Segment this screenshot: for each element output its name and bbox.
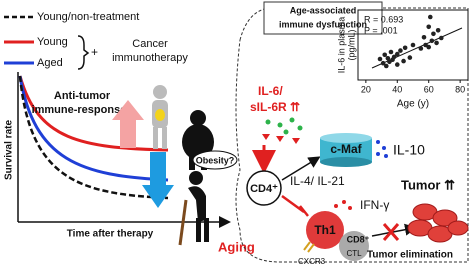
aging-label: Aging: [218, 239, 255, 254]
il10-label: IL-10: [393, 142, 425, 158]
annotation: immune-responses: [32, 104, 133, 116]
x-label: Age (y): [397, 99, 429, 110]
receptor: [303, 241, 315, 253]
point: [391, 54, 397, 60]
treatment-label: immunotherapy: [112, 52, 188, 64]
block: [382, 223, 400, 241]
point: [402, 45, 408, 51]
regression-line: [371, 27, 463, 69]
point: [382, 52, 388, 58]
brace: [77, 35, 90, 70]
x-tick-label: 80: [455, 84, 465, 94]
cd8-label: CD8⁺: [347, 234, 370, 244]
annotation: Anti-tumor: [54, 90, 111, 102]
obesity-label: Obesity?: [196, 155, 235, 165]
header-box: [263, 1, 383, 35]
y-label: Survival rate: [4, 120, 15, 180]
curve-aged: [18, 75, 169, 182]
cmaf-label: c-Maf: [330, 142, 362, 156]
arrow: [281, 156, 321, 181]
point: [410, 42, 416, 48]
point: [429, 38, 435, 44]
point: [407, 55, 413, 60]
elderly-figure: [178, 171, 209, 246]
point: [427, 14, 433, 20]
point: [385, 56, 391, 61]
point: [380, 60, 386, 66]
curve-control: [18, 75, 169, 200]
point: [394, 62, 400, 67]
arrow-down: [142, 152, 174, 208]
ctl-label: CTL: [346, 249, 362, 258]
header: immune dysfunction: [279, 19, 367, 29]
stat-r: R = 0.693: [364, 14, 403, 24]
cytokine: IL-6/: [258, 84, 283, 98]
x-tick-label: 40: [392, 84, 402, 94]
speech-bubble: [192, 150, 238, 170]
tumor-cells: [407, 203, 469, 243]
point: [418, 46, 424, 51]
treatment-label: Cancer: [132, 38, 168, 50]
inhibition: [281, 194, 309, 217]
point: [377, 56, 383, 62]
point: [383, 63, 389, 69]
legend-item: Aged: [37, 57, 63, 69]
il10-dots: [376, 140, 388, 158]
ifng-label: IFN-γ: [360, 198, 389, 212]
point: [398, 48, 403, 53]
point: [438, 35, 444, 41]
cytokine: sIL-6R ⇈: [250, 100, 300, 114]
cmaf: [320, 133, 372, 167]
th1-cell: [306, 211, 344, 249]
plot-frame: [357, 9, 469, 81]
x-tick-label: 60: [424, 84, 434, 94]
point: [401, 58, 406, 64]
ctl-cell: [339, 231, 369, 261]
arrow-up: [112, 100, 144, 148]
tumor-label: Tumor ⇈: [401, 177, 455, 192]
cd4-label: CD4⁺: [250, 183, 278, 195]
point: [435, 28, 441, 33]
elimination-label: Tumor elimination: [367, 250, 453, 261]
ifng-dots: [334, 200, 352, 210]
th1-label: Th1: [314, 223, 336, 237]
legend-item: Young: [37, 36, 68, 48]
header: Age-associated: [290, 5, 357, 15]
young-figure: [152, 85, 168, 149]
point: [426, 24, 432, 30]
legend-item: Young/non-treatment: [37, 11, 139, 23]
y-label: (pg/mL): [346, 29, 356, 60]
cxcr3-label: CXCR3: [298, 257, 326, 266]
point: [394, 51, 400, 57]
x-label: Time after therapy: [67, 229, 154, 240]
point: [431, 31, 436, 37]
point: [388, 49, 394, 55]
cd4-cell: [246, 170, 282, 206]
stat-p: P = .001: [364, 25, 398, 35]
il4-il21: IL-4/ IL-21: [290, 174, 345, 188]
point: [434, 40, 439, 46]
cytokine-dots: [262, 117, 303, 144]
y-label: IL-6 in plasma: [336, 17, 346, 74]
plus: +: [91, 45, 98, 59]
point: [421, 35, 427, 40]
curve-young: [18, 75, 169, 152]
arrow: [371, 223, 417, 237]
scatter-plot: R = 0.693 P = .001 IL-6 in plasma (pg/mL…: [336, 9, 469, 110]
x-tick-label: 20: [361, 84, 371, 94]
point: [426, 44, 432, 50]
